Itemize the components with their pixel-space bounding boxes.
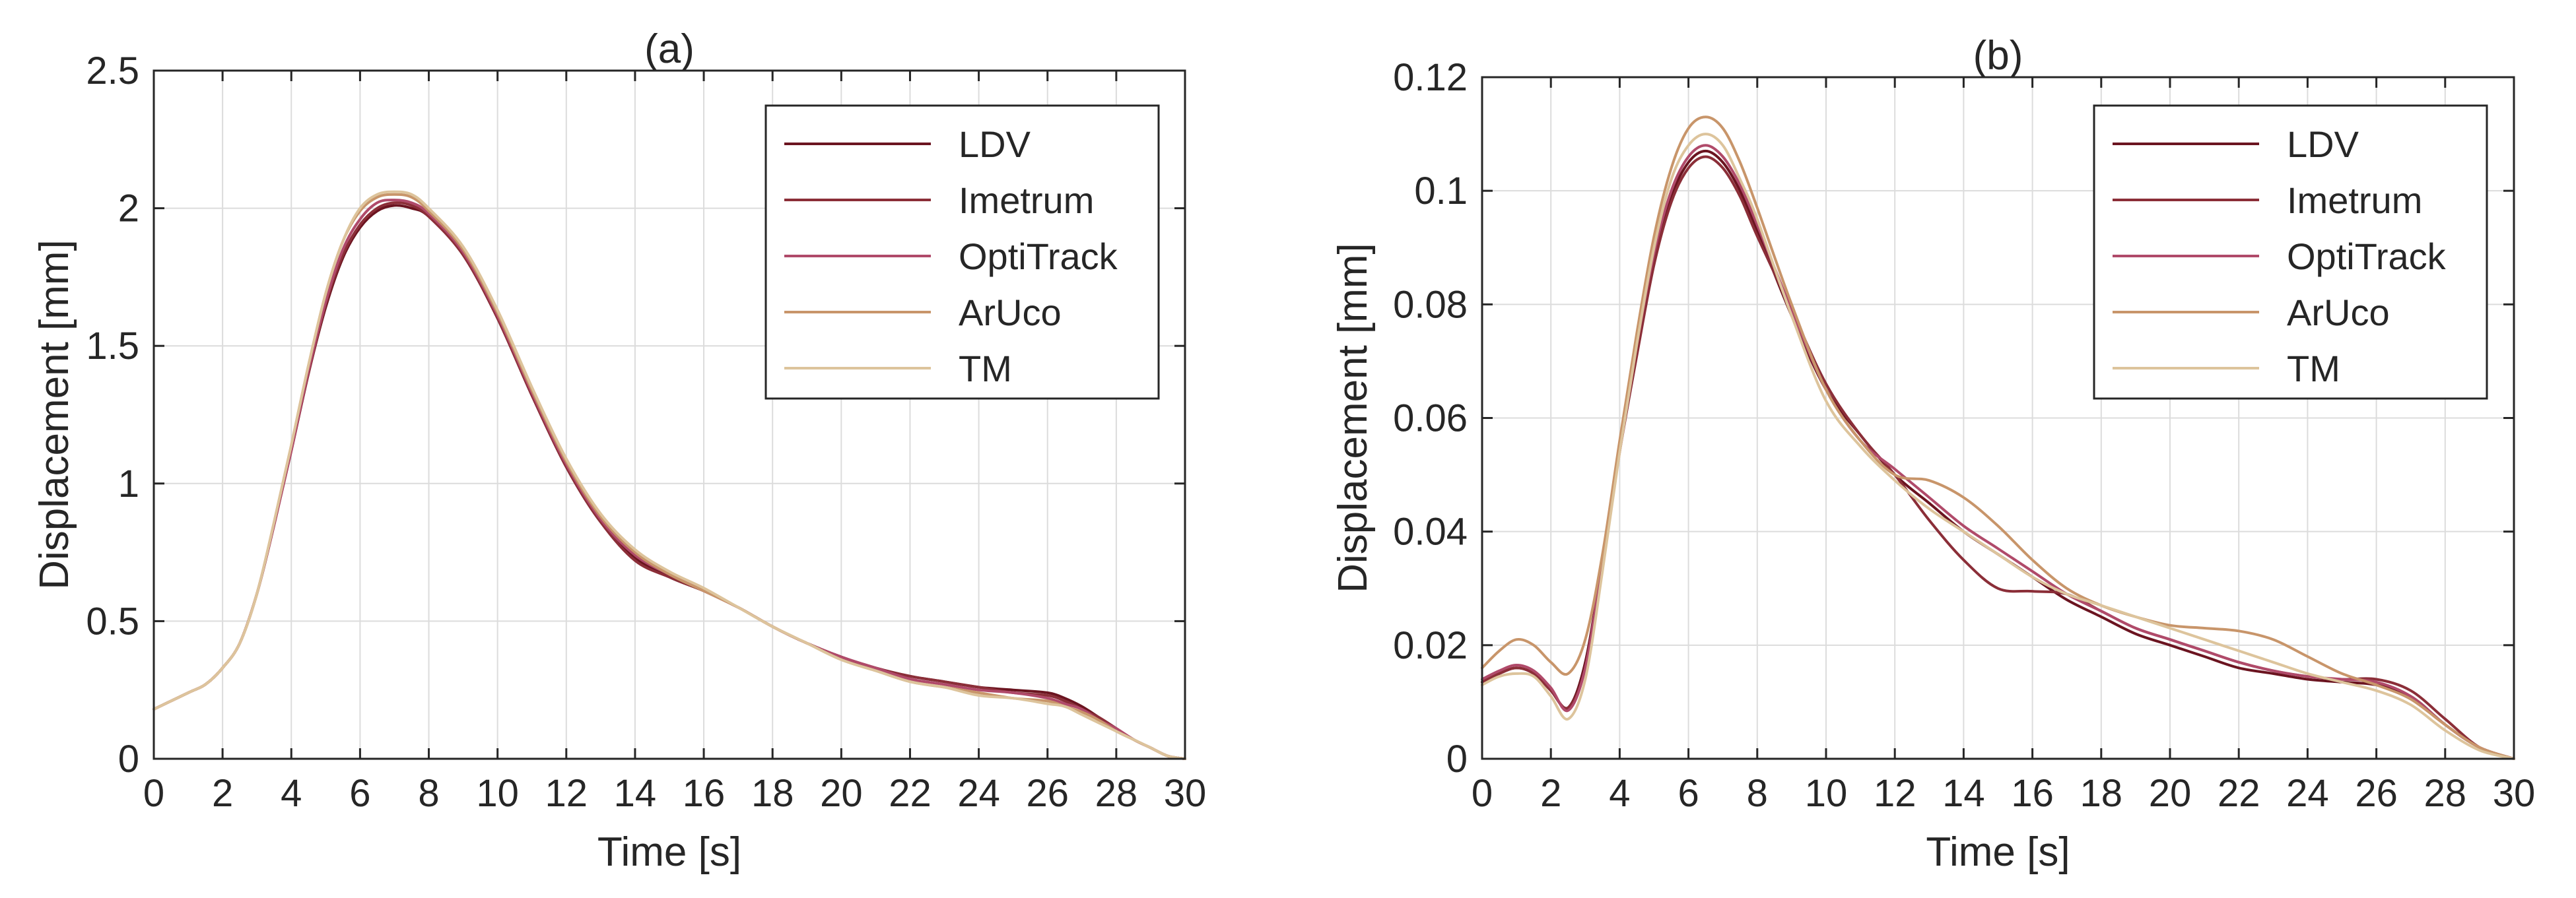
x-tick-label: 28 (2424, 772, 2467, 815)
y-tick-label: 0 (1446, 738, 1468, 781)
legend-box (2093, 104, 2488, 400)
legend-label-tm: TM (959, 348, 1012, 389)
x-tick-label: 30 (2493, 772, 2536, 815)
legend-label-optitrack: OptiTrack (2287, 236, 2447, 277)
x-tick-label: 18 (2080, 772, 2123, 815)
x-tick-label: 16 (2011, 772, 2054, 815)
x-tick-label: 28 (1095, 772, 1138, 815)
x-tick-label: 2 (1540, 772, 1561, 815)
x-tick-label: 24 (957, 772, 1000, 815)
series-line-aruco (1481, 115, 2515, 760)
x-tick-label: 4 (281, 772, 302, 815)
legend-label-optitrack: OptiTrack (959, 236, 1118, 277)
x-tick-label: 22 (889, 772, 932, 815)
grid (1481, 77, 2515, 759)
legend-label-ldv: LDV (2287, 123, 2359, 165)
legend-label-ldv: LDV (959, 123, 1031, 165)
x-axis-label: Time [s] (1926, 829, 2070, 875)
x-tick-label: 8 (418, 772, 439, 815)
x-tick-label: 10 (1805, 772, 1848, 815)
x-tick-label: 26 (2355, 772, 2398, 815)
legend-label-imetrum: Imetrum (2287, 179, 2422, 221)
x-tick-label: 12 (1874, 772, 1916, 815)
x-tick-label: 26 (1026, 772, 1069, 815)
legend-label-aruco: ArUco (959, 292, 1062, 333)
x-tick-label: 14 (1942, 772, 1985, 815)
x-tick-label: 6 (1678, 772, 1699, 815)
y-axis-label: Displacement [mm] (1330, 243, 1376, 593)
series-line-tm (153, 190, 1186, 760)
legend-label-aruco: ArUco (2287, 292, 2390, 333)
x-tick-label: 8 (1747, 772, 1768, 815)
x-tick-label: 18 (751, 772, 794, 815)
y-tick-label: 0.04 (1393, 511, 1468, 554)
series-group (153, 190, 1186, 760)
legend-box (764, 104, 1160, 400)
y-tick-label: 0.08 (1393, 283, 1468, 326)
x-tick-label: 0 (1472, 772, 1493, 815)
x-tick-label: 22 (2218, 772, 2260, 815)
y-tick-label: 0.06 (1393, 397, 1468, 440)
legend: LDV Imetrum OptiTrack ArUco TM (2093, 104, 2488, 400)
x-tick-label: 2 (212, 772, 233, 815)
legend-label-tm: TM (2287, 348, 2340, 389)
x-tick-label: 6 (349, 772, 370, 815)
y-tick-label: 2.5 (86, 49, 139, 92)
x-tick-label: 16 (683, 772, 726, 815)
y-tick-label: 1 (118, 463, 139, 505)
x-axis-label: Time [s] (597, 829, 741, 875)
chart-a: 0 2 4 6 8 10 12 14 16 18 20 22 24 26 28 3000.511.522.5(… (32, 26, 1206, 875)
series-line-tm (1481, 133, 2515, 760)
x-tick-label: 0 (143, 772, 164, 815)
x-tick-label: 20 (820, 772, 863, 815)
x-tick-label: 24 (2286, 772, 2329, 815)
y-tick-label: 1.5 (86, 325, 139, 368)
x-tick-label: 12 (545, 772, 588, 815)
series-group (1481, 115, 2515, 760)
axes-box (153, 69, 1186, 760)
y-tick-label: 0.02 (1393, 624, 1468, 667)
x-tick-label: 30 (1164, 772, 1207, 815)
y-tick-label: 0 (118, 738, 139, 781)
x-tick-label: 10 (476, 772, 519, 815)
chart-title: (b) (1973, 33, 2023, 79)
legend-label-imetrum: Imetrum (959, 179, 1094, 221)
y-axis-label: Displacement [mm] (32, 240, 77, 590)
chart-title: (a) (644, 26, 695, 72)
x-tick-label: 4 (1609, 772, 1630, 815)
chart-b: 0 2 4 6 8 10 12 14 16 18 20 22 24 26 28 3000.020.040.06… (1330, 33, 2535, 875)
x-tick-label: 20 (2149, 772, 2192, 815)
x-tick-label: 14 (614, 772, 657, 815)
y-tick-label: 2 (118, 187, 139, 230)
y-tick-label: 0.12 (1393, 56, 1468, 99)
y-tick-label: 0.1 (1414, 170, 1468, 212)
y-tick-label: 0.5 (86, 600, 139, 643)
legend: LDV Imetrum OptiTrack ArUco TM (764, 104, 1160, 400)
